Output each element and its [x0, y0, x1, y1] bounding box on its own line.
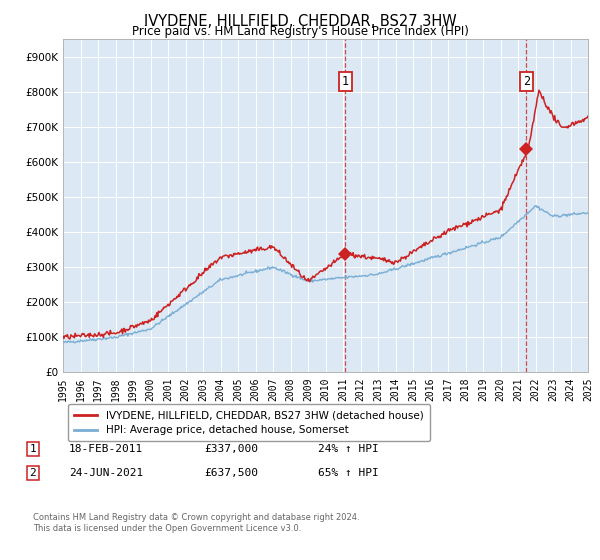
Text: 24% ↑ HPI: 24% ↑ HPI [318, 444, 379, 454]
Legend: IVYDENE, HILLFIELD, CHEDDAR, BS27 3HW (detached house), HPI: Average price, deta: IVYDENE, HILLFIELD, CHEDDAR, BS27 3HW (d… [68, 404, 430, 441]
Text: 18-FEB-2011: 18-FEB-2011 [69, 444, 143, 454]
Text: 65% ↑ HPI: 65% ↑ HPI [318, 468, 379, 478]
Text: This data is licensed under the Open Government Licence v3.0.: This data is licensed under the Open Gov… [33, 524, 301, 533]
Text: Price paid vs. HM Land Registry's House Price Index (HPI): Price paid vs. HM Land Registry's House … [131, 25, 469, 38]
Text: £337,000: £337,000 [204, 444, 258, 454]
Text: 2: 2 [29, 468, 37, 478]
Text: £637,500: £637,500 [204, 468, 258, 478]
Text: 2: 2 [523, 75, 530, 88]
Text: IVYDENE, HILLFIELD, CHEDDAR, BS27 3HW: IVYDENE, HILLFIELD, CHEDDAR, BS27 3HW [143, 14, 457, 29]
Text: 1: 1 [341, 75, 349, 88]
Text: 1: 1 [29, 444, 37, 454]
Text: 24-JUN-2021: 24-JUN-2021 [69, 468, 143, 478]
Text: Contains HM Land Registry data © Crown copyright and database right 2024.: Contains HM Land Registry data © Crown c… [33, 513, 359, 522]
